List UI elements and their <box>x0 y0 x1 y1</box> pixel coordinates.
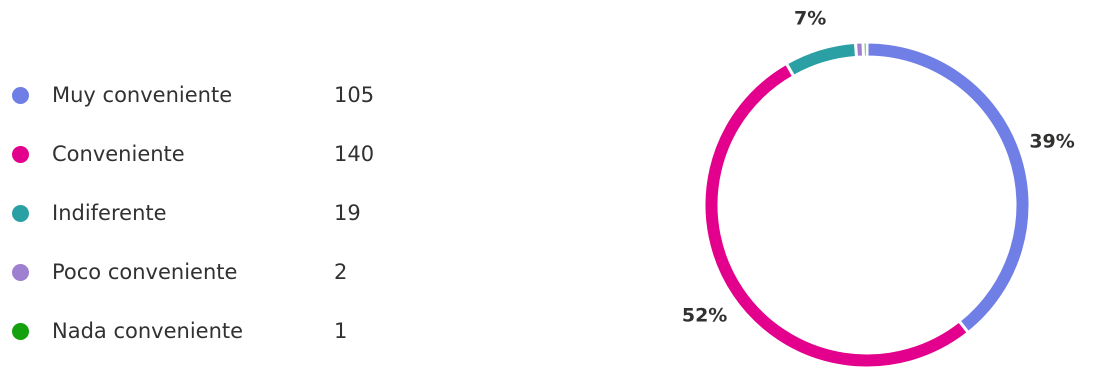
donut-slice-3[interactable] <box>786 42 856 76</box>
slice-percent-label: 52% <box>682 305 727 327</box>
slice-percent-label: 7% <box>794 7 826 29</box>
donut-slice-1[interactable] <box>867 42 1030 333</box>
donut-slice-2[interactable] <box>704 63 968 368</box>
slice-percent-label: 39% <box>1029 130 1074 152</box>
donut-slice-5[interactable] <box>863 42 867 57</box>
